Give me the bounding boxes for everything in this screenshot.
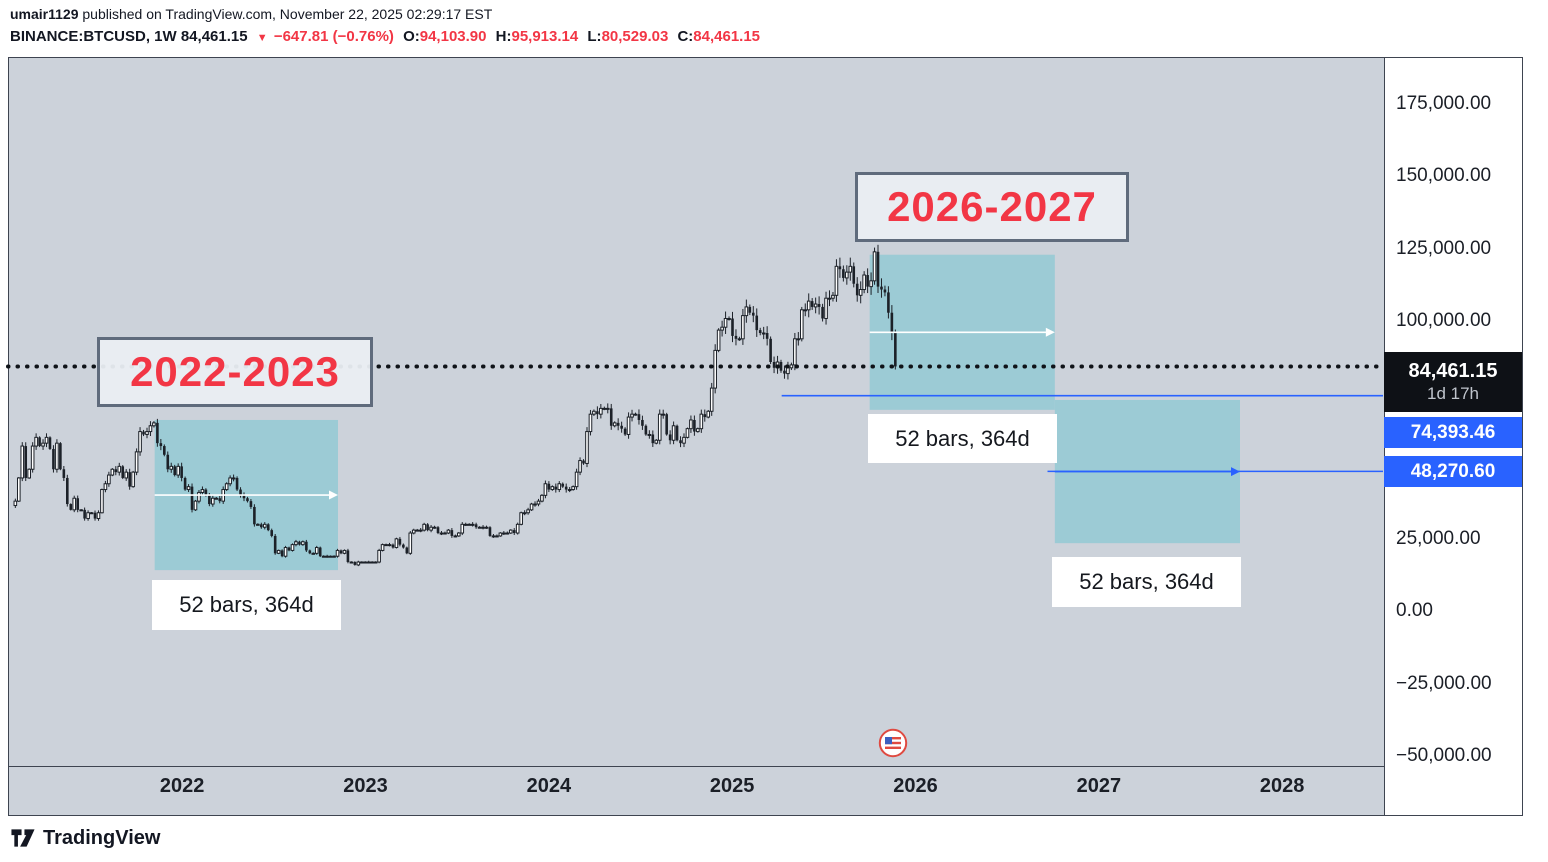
- era-label-2022-2023[interactable]: 2022-2023: [97, 337, 373, 407]
- high-value: 95,913.14: [511, 28, 579, 45]
- close-value: 84,461.15: [693, 28, 761, 45]
- date-range-label-3[interactable]: 52 bars, 364d: [1052, 557, 1241, 607]
- price-scale-label: 100,000.00: [1396, 310, 1492, 332]
- symbol-interval[interactable]: BINANCE:BTCUSD, 1W: [10, 28, 177, 45]
- time-scale-label: 2027: [1076, 775, 1122, 797]
- tradingview-logo-icon: [11, 829, 35, 847]
- brand-text: TradingView: [43, 826, 161, 849]
- price-scale-label: 125,000.00: [1396, 237, 1492, 259]
- ray-price-value: 74,393.46: [1410, 421, 1496, 443]
- era-label-text: 2026-2027: [887, 183, 1097, 230]
- price-scale-label: 0.00: [1396, 600, 1433, 622]
- flag-watermark: [878, 728, 908, 763]
- date-range-text: 52 bars, 364d: [895, 425, 1030, 451]
- open-value: 94,103.90: [419, 28, 487, 45]
- time-scale-label: 2022: [159, 775, 205, 797]
- date-range-text: 52 bars, 364d: [179, 592, 314, 617]
- candlestick-series: [13, 244, 897, 567]
- publisher-name: umair1129: [10, 6, 79, 22]
- era-label-text: 2022-2023: [130, 348, 340, 395]
- price-scale-label: 25,000.00: [1396, 527, 1481, 549]
- ray-price-value: 48,270.60: [1410, 460, 1496, 482]
- time-scale-label: 2028: [1259, 775, 1305, 797]
- quote-bar: BINANCE:BTCUSD, 1W 84,461.15 ▼ −647.81 (…: [10, 28, 765, 45]
- time-scale-label: 2026: [893, 775, 938, 797]
- price-scale-label: −25,000.00: [1396, 672, 1492, 694]
- date-range-text: 52 bars, 364d: [1079, 569, 1214, 594]
- time-scale-label: 2024: [526, 775, 572, 797]
- high-label: H:: [495, 28, 512, 45]
- date-range-label-2[interactable]: 52 bars, 364d: [868, 414, 1057, 463]
- price-change: −647.81 (−0.76%): [273, 28, 394, 45]
- close-label: C:: [677, 28, 694, 45]
- publish-info: umair1129 published on TradingView.com, …: [10, 6, 492, 22]
- current-price-tag: 84,461.15 1d 17h: [1384, 352, 1522, 412]
- price-scale-label: 175,000.00: [1396, 92, 1492, 114]
- ray-price-tag-lower: 48,270.60: [1384, 456, 1522, 487]
- bar-countdown: 1d 17h: [1427, 384, 1479, 403]
- open-label: O:: [403, 28, 420, 45]
- era-label-2026-2027[interactable]: 2026-2027: [855, 172, 1129, 242]
- date-range-arrowhead: [1045, 327, 1055, 337]
- low-value: 80,529.03: [601, 28, 669, 45]
- date-range-arrowhead: [329, 490, 338, 500]
- tradingview-attribution[interactable]: TradingView: [10, 826, 160, 850]
- time-scale-label: 2025: [709, 775, 755, 797]
- current-price-value: 84,461.15: [1408, 360, 1498, 382]
- ray-price-tag-upper: 74,393.46: [1384, 417, 1522, 448]
- last-price: 84,461.15: [180, 28, 248, 45]
- down-triangle-icon: ▼: [256, 32, 268, 44]
- date-range-label-1[interactable]: 52 bars, 364d: [152, 580, 341, 630]
- us-flag-icon: [878, 728, 908, 758]
- time-scale-label: 2023: [343, 775, 388, 797]
- price-scale-label: 150,000.00: [1396, 165, 1492, 187]
- low-label: L:: [587, 28, 602, 45]
- time-axis-strip[interactable]: [9, 766, 1384, 815]
- price-scale-label: −50,000.00: [1396, 745, 1492, 767]
- publish-details: published on TradingView.com, November 2…: [78, 6, 493, 22]
